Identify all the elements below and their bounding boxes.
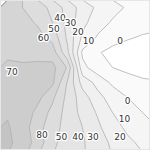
- contour-label: 20: [114, 132, 126, 142]
- contour-label: 0: [125, 96, 131, 106]
- contour-label: 50: [56, 132, 68, 142]
- contour-line: [0, 60, 56, 150]
- contour-line: [0, 0, 66, 150]
- contour-fill: [0, 120, 13, 150]
- contour-line: [0, 0, 150, 150]
- contour-fill: [0, 0, 150, 150]
- contour-line: [0, 0, 86, 150]
- contour-labels: 7060504030201000102080504030: [6, 13, 130, 142]
- contour-line: [0, 0, 150, 150]
- contour-fill: [0, 0, 66, 150]
- contour-label: 40: [72, 132, 84, 142]
- contour-label: 50: [48, 24, 60, 34]
- contour-fill: [0, 0, 86, 150]
- contour-label: 10: [83, 36, 95, 46]
- contour-fill: [0, 0, 150, 150]
- plot-frame: [1, 1, 150, 150]
- contour-line: [0, 0, 70, 150]
- contour-label: 10: [119, 114, 131, 124]
- contour-fill: [0, 0, 70, 150]
- plot-area: [0, 0, 150, 150]
- contour-label: 80: [36, 130, 48, 140]
- contour-fill: [0, 60, 56, 150]
- contour-label: 0: [117, 36, 123, 46]
- contour-label: 70: [6, 67, 18, 77]
- contour-label: 30: [87, 132, 99, 142]
- contour-line: [0, 0, 150, 150]
- contour-line: [0, 120, 13, 150]
- chart: 7060504030201000102080504030: [0, 0, 150, 150]
- contour-fill: [0, 0, 113, 150]
- contour-line: [0, 0, 113, 150]
- contour-fill: [0, 0, 150, 150]
- contour-label: 60: [38, 33, 50, 43]
